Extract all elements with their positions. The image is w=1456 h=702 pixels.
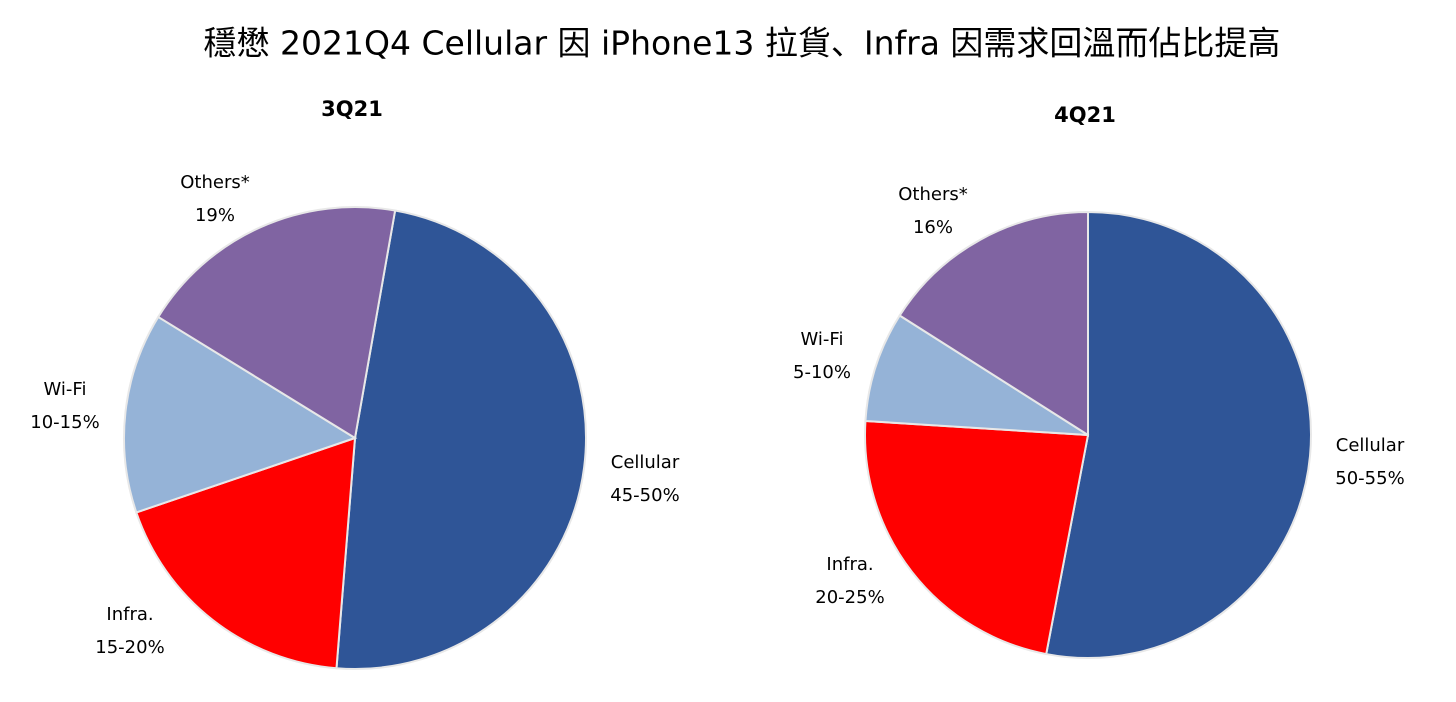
- slice-label: Others*: [898, 184, 968, 205]
- value-label: 5-10%: [793, 362, 851, 383]
- slice-label: Cellular: [611, 452, 680, 473]
- pie-slice: [335, 209, 587, 670]
- value-label: 10-15%: [30, 412, 99, 433]
- slice-label: Infra.: [826, 554, 873, 575]
- pie-slice: [135, 436, 357, 670]
- slice-label: Wi-Fi: [44, 379, 87, 400]
- pie-slice: [123, 315, 358, 514]
- slice-label: Others*: [180, 172, 250, 193]
- slice-label: Infra.: [106, 604, 153, 625]
- pie-slice: [1045, 210, 1312, 659]
- value-label: 16%: [913, 217, 953, 238]
- pie-title: 4Q21: [1054, 103, 1116, 127]
- value-label: 45-50%: [610, 485, 679, 506]
- slice-label: Cellular: [1336, 435, 1405, 456]
- pie-slice: [864, 314, 1089, 436]
- pie-slice: [864, 419, 1090, 656]
- slice-label: Wi-Fi: [801, 329, 844, 350]
- page-title: 穩懋 2021Q4 Cellular 因 iPhone13 拉貨、Infra 因…: [204, 24, 1281, 63]
- value-label: 50-55%: [1335, 468, 1404, 489]
- value-label: 15-20%: [95, 637, 164, 658]
- pie-slice: [898, 210, 1089, 437]
- pie-slice: [156, 206, 397, 440]
- value-label: 19%: [195, 205, 235, 226]
- pie-title: 3Q21: [321, 97, 383, 121]
- value-label: 20-25%: [815, 587, 884, 608]
